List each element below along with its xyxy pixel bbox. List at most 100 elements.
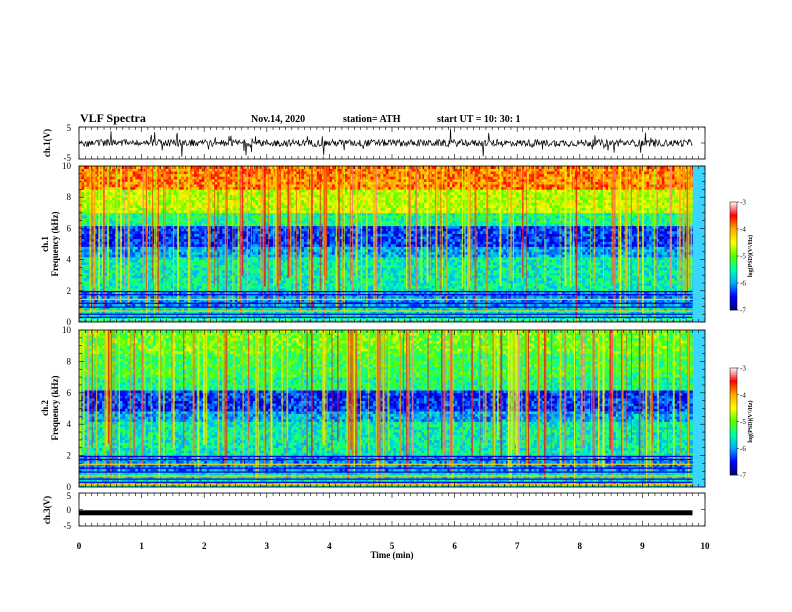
spectrogram-cell bbox=[401, 273, 404, 276]
spectrogram-cell bbox=[248, 283, 251, 286]
spectrogram-cell bbox=[140, 296, 143, 299]
spectrogram-cell bbox=[168, 304, 171, 307]
spectrogram-cell bbox=[250, 286, 253, 289]
spectrogram-cell bbox=[649, 278, 652, 281]
spectrogram-cell bbox=[600, 288, 603, 291]
spectrogram-cell bbox=[531, 283, 534, 286]
spectrogram-cell bbox=[204, 304, 207, 307]
spectrogram-cell bbox=[87, 286, 90, 289]
spectrogram-cell bbox=[516, 304, 519, 307]
spectrogram-cell bbox=[516, 286, 519, 289]
spectrogram-cell bbox=[209, 304, 212, 307]
spectrogram-cell bbox=[424, 286, 427, 289]
spectrogram-cell bbox=[524, 280, 527, 283]
spectrogram-cell bbox=[204, 275, 207, 278]
spectrogram-cell bbox=[409, 304, 412, 307]
spectrogram-cell bbox=[191, 288, 194, 291]
spectrogram-cell bbox=[537, 283, 540, 286]
spectrogram-cell bbox=[204, 283, 207, 286]
spectrogram-cell bbox=[368, 275, 371, 278]
spectrogram-cell bbox=[87, 283, 90, 286]
spectrogram-cell bbox=[217, 275, 220, 278]
spectrogram-cell bbox=[442, 288, 445, 291]
spectrogram-cell bbox=[680, 304, 683, 307]
spectrogram-cell bbox=[680, 288, 683, 291]
spectrogram-cell bbox=[672, 283, 675, 286]
spectrogram-cell bbox=[583, 283, 586, 286]
spectrogram-cell bbox=[496, 278, 499, 281]
spectrogram-cell bbox=[432, 280, 435, 283]
spectrogram-cell bbox=[672, 296, 675, 299]
spectrogram-cell bbox=[133, 304, 136, 307]
header-date: Nov.14, 2020 bbox=[251, 114, 305, 125]
spectrogram-cell bbox=[184, 280, 187, 283]
spectrogram-cell bbox=[529, 296, 532, 299]
spectrogram-cell bbox=[616, 288, 619, 291]
spectrogram-cell bbox=[511, 296, 514, 299]
spectrogram-cell bbox=[84, 286, 87, 289]
spectrogram-cell bbox=[639, 280, 642, 283]
spectrogram-cell bbox=[488, 280, 491, 283]
spectrogram-cell bbox=[503, 288, 506, 291]
spectrogram-cell bbox=[199, 275, 202, 278]
spectrogram-cell bbox=[457, 273, 460, 276]
spectrogram-cell bbox=[529, 283, 532, 286]
spectrogram-cell bbox=[552, 304, 555, 307]
spectrogram-cell bbox=[105, 273, 108, 276]
spectrogram-cell bbox=[432, 296, 435, 299]
spectrogram-cell bbox=[220, 304, 223, 307]
spectrogram-cell bbox=[125, 283, 128, 286]
spectrogram-cell bbox=[166, 283, 169, 286]
spectrogram-cell bbox=[547, 286, 550, 289]
spectrogram-cell bbox=[424, 304, 427, 307]
spectrogram-cell bbox=[278, 283, 281, 286]
spectrogram-cell bbox=[391, 280, 394, 283]
spectrogram-cell bbox=[554, 283, 557, 286]
spectrogram-cell bbox=[271, 288, 274, 291]
spectrogram-cell bbox=[664, 304, 667, 307]
spectrogram-cell bbox=[450, 283, 453, 286]
spectrogram-cell bbox=[99, 304, 102, 307]
spectrogram-cell bbox=[659, 296, 662, 299]
spectrogram-cell bbox=[199, 286, 202, 289]
spectrogram-cell bbox=[539, 296, 542, 299]
spectrogram-cell bbox=[181, 275, 184, 278]
spectrogram-cell bbox=[393, 286, 396, 289]
spectrogram-cell bbox=[399, 273, 402, 276]
spectrogram-cell bbox=[519, 296, 522, 299]
spectrogram-cell bbox=[452, 280, 455, 283]
spectrogram-cell bbox=[289, 304, 292, 307]
spectrogram-cell bbox=[161, 296, 164, 299]
spectrogram-cell bbox=[386, 275, 389, 278]
spectrogram-cell bbox=[496, 304, 499, 307]
spectrogram-cell bbox=[401, 275, 404, 278]
spectrogram-cell bbox=[130, 286, 133, 289]
spectrogram-cell bbox=[212, 296, 215, 299]
spectrogram-cell bbox=[386, 304, 389, 307]
spectrogram-cell bbox=[567, 304, 570, 307]
spectrogram-cell bbox=[122, 273, 125, 276]
spectrogram-cell bbox=[644, 296, 647, 299]
spectrogram-cell bbox=[151, 280, 154, 283]
spectrogram-cell bbox=[519, 286, 522, 289]
spectrogram-cell bbox=[452, 278, 455, 281]
spectrogram-cell bbox=[667, 286, 670, 289]
spectrogram-cell bbox=[531, 288, 534, 291]
spectrogram-cell bbox=[585, 296, 588, 299]
spectrogram-cell bbox=[570, 296, 573, 299]
spectrogram-cell bbox=[603, 280, 606, 283]
spectrogram-cell bbox=[478, 296, 481, 299]
spectrogram-cell bbox=[544, 286, 547, 289]
spectrogram-cell bbox=[447, 286, 450, 289]
spectrogram-cell bbox=[363, 288, 366, 291]
spectrogram-cell bbox=[577, 288, 580, 291]
spectrogram-cell bbox=[281, 304, 284, 307]
spectrogram-cell bbox=[516, 278, 519, 281]
spectrogram-cell bbox=[491, 273, 494, 276]
spectrogram-cell bbox=[524, 278, 527, 281]
spectrogram-cell bbox=[411, 286, 414, 289]
spectrogram-cell bbox=[84, 273, 87, 276]
spectrogram-cell bbox=[562, 288, 565, 291]
spectrogram-cell bbox=[248, 296, 251, 299]
spectrogram-cell bbox=[493, 288, 496, 291]
